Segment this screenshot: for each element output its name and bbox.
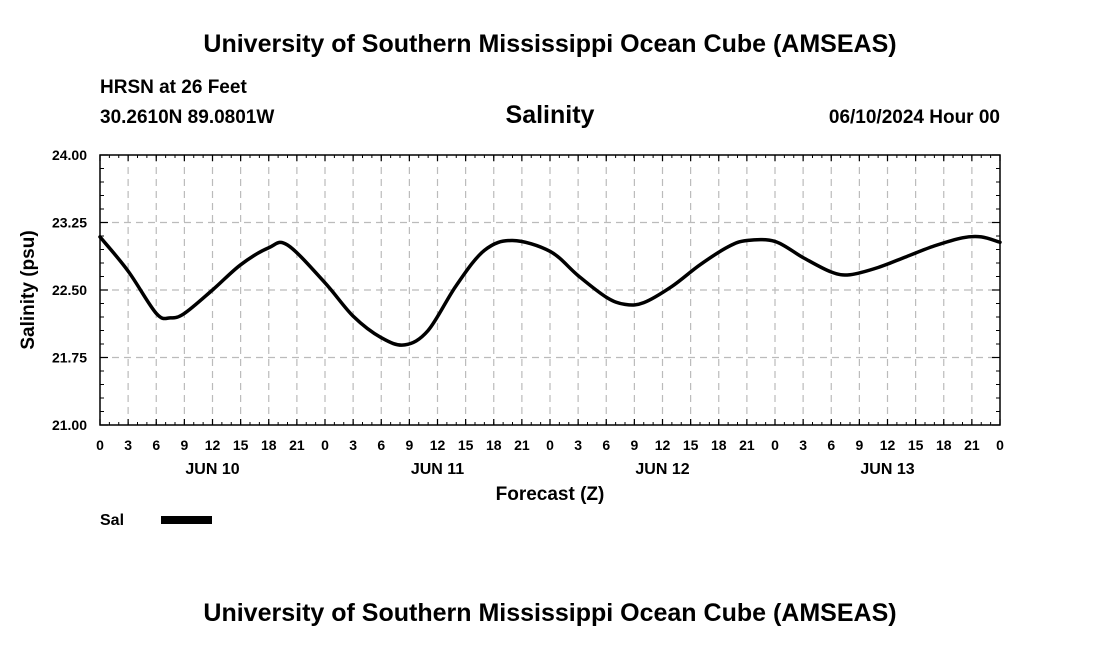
x-tick-label: 6 bbox=[152, 437, 160, 453]
day-label: JUN 11 bbox=[411, 461, 464, 478]
x-tick-labels: 0 3 6 9 12 15 18 21 0 3 6 9 12 15 18 21 0 3 6 9 12 15 18 21 0 3 6 9… bbox=[96, 437, 1004, 453]
day-label: JUN 12 bbox=[635, 461, 689, 478]
x-tick-label: 21 bbox=[289, 437, 305, 453]
y-tick-label: 21.75 bbox=[52, 350, 87, 366]
y-tick-label: 24.00 bbox=[52, 147, 87, 163]
variable-title: Salinity bbox=[505, 101, 595, 129]
legend: Sal bbox=[100, 512, 212, 529]
x-tick-label: 15 bbox=[683, 437, 699, 453]
grid-lines bbox=[100, 155, 1000, 425]
x-tick-label: 12 bbox=[655, 437, 671, 453]
x-tick-label: 0 bbox=[996, 437, 1004, 453]
legend-label-sal: Sal bbox=[100, 512, 124, 529]
x-tick-label: 9 bbox=[630, 437, 638, 453]
series-line-sal bbox=[98, 234, 1002, 347]
x-tick-label: 6 bbox=[602, 437, 610, 453]
x-tick-label: 6 bbox=[827, 437, 835, 453]
x-tick-label: 21 bbox=[514, 437, 530, 453]
x-tick-label: 12 bbox=[430, 437, 446, 453]
x-tick-label: 12 bbox=[205, 437, 221, 453]
day-label: JUN 10 bbox=[185, 461, 239, 478]
x-tick-label: 9 bbox=[855, 437, 863, 453]
x-tick-label: 0 bbox=[96, 437, 104, 453]
x-tick-label: 15 bbox=[908, 437, 924, 453]
station-coordinates: 30.2610N 89.0801W bbox=[100, 107, 275, 128]
x-tick-label: 6 bbox=[377, 437, 385, 453]
forecast-datetime: 06/10/2024 Hour 00 bbox=[828, 107, 1000, 128]
x-tick-label: 3 bbox=[349, 437, 357, 453]
chart-title-bottom: University of Southern Mississippi Ocean… bbox=[203, 599, 897, 627]
x-tick-label: 0 bbox=[546, 437, 554, 453]
x-tick-label: 18 bbox=[261, 437, 277, 453]
x-tick-label: 3 bbox=[574, 437, 582, 453]
y-tick-label: 23.25 bbox=[52, 215, 87, 231]
x-tick-label: 9 bbox=[405, 437, 413, 453]
x-tick-label: 18 bbox=[711, 437, 727, 453]
x-axis-label: Forecast (Z) bbox=[496, 484, 605, 505]
x-tick-label: 12 bbox=[880, 437, 896, 453]
legend-swatch-sal bbox=[161, 516, 212, 524]
x-tick-label: 21 bbox=[739, 437, 755, 453]
x-tick-label: 0 bbox=[321, 437, 329, 453]
y-tick-label: 21.00 bbox=[52, 417, 87, 433]
x-tick-label: 18 bbox=[486, 437, 502, 453]
x-tick-label: 3 bbox=[799, 437, 807, 453]
x-tick-label: 15 bbox=[458, 437, 474, 453]
y-tick-label: 22.50 bbox=[52, 282, 87, 298]
x-tick-label: 15 bbox=[233, 437, 249, 453]
x-tick-label: 3 bbox=[124, 437, 132, 453]
plot-frame bbox=[99, 154, 1001, 426]
chart-title-top: University of Southern Mississippi Ocean… bbox=[203, 30, 897, 58]
x-tick-label: 21 bbox=[964, 437, 980, 453]
x-tick-label: 0 bbox=[771, 437, 779, 453]
station-label: HRSN at 26 Feet bbox=[100, 77, 247, 98]
y-axis-label: Salinity (psu) bbox=[18, 230, 39, 349]
x-tick-label: 9 bbox=[180, 437, 188, 453]
x-tick-label: 18 bbox=[936, 437, 952, 453]
day-labels: JUN 10 JUN 11 JUN 12 JUN 13 bbox=[185, 461, 914, 478]
y-tick-labels: 21.00 21.75 22.50 23.25 24.00 bbox=[52, 147, 87, 433]
day-label: JUN 13 bbox=[860, 461, 914, 478]
